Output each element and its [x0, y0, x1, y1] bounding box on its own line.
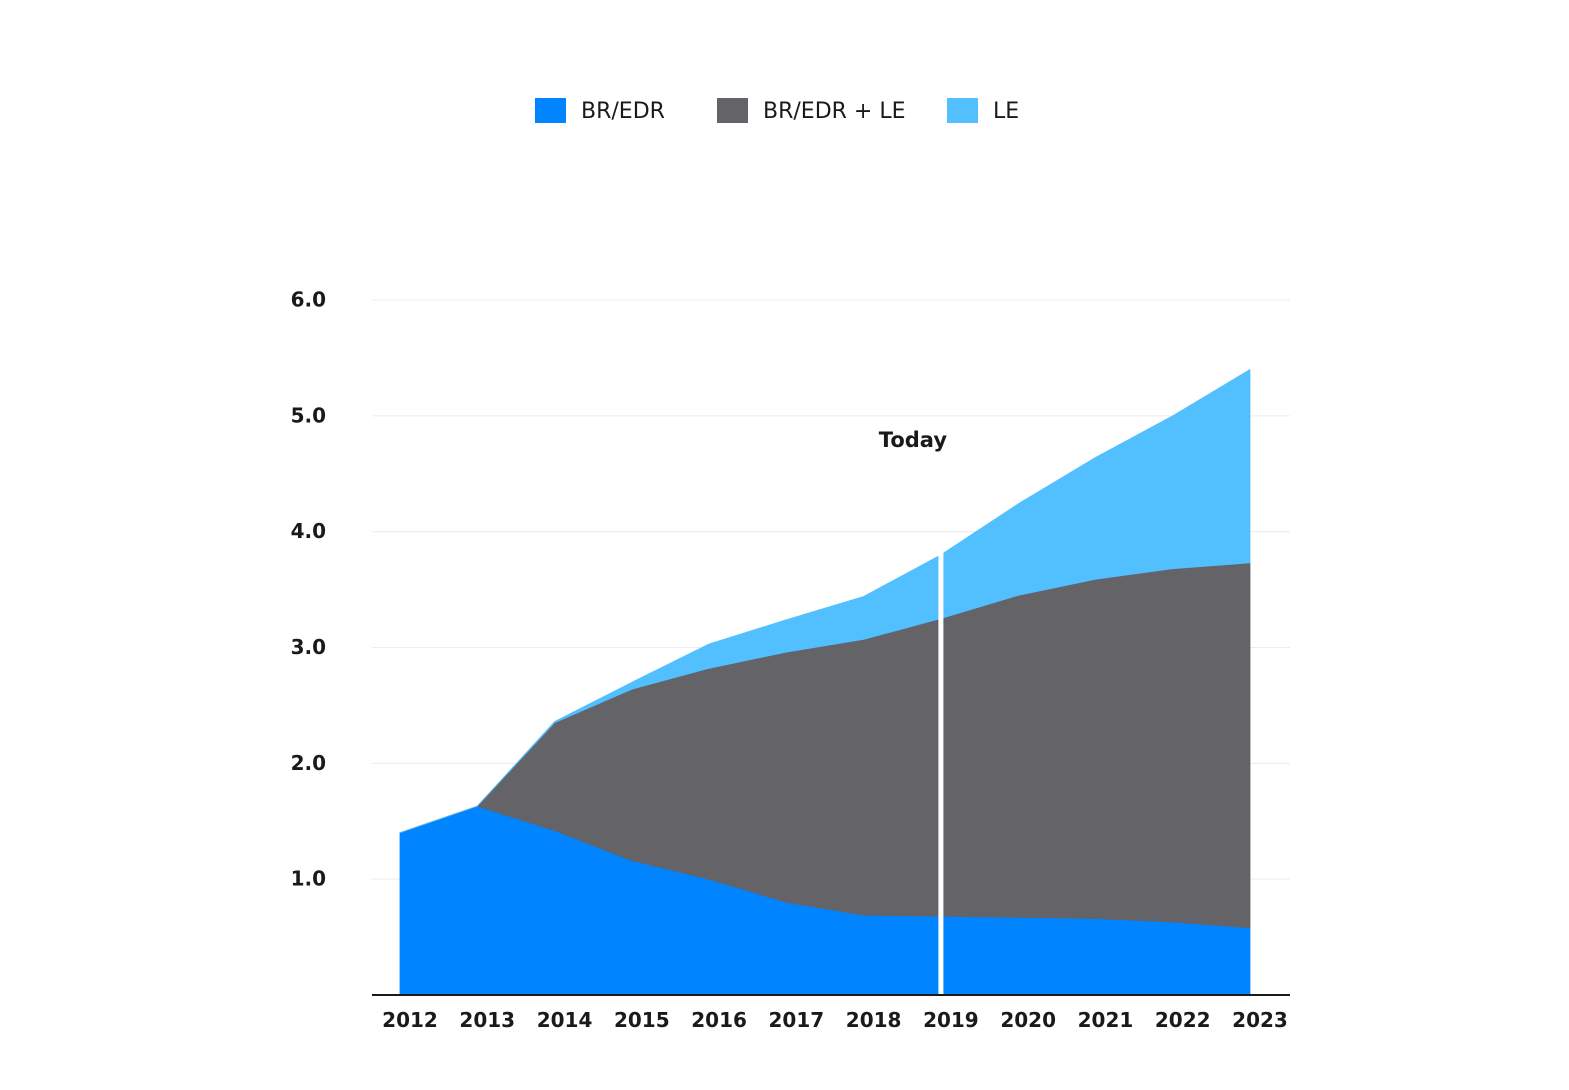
- x-tick-label-2023: 2023: [1232, 1008, 1288, 1032]
- legend-label-le: LE: [993, 99, 1019, 124]
- x-tick-label-2016: 2016: [691, 1008, 747, 1032]
- y-tick-label-4-0: 4.0: [291, 519, 326, 543]
- x-tick-label-2012: 2012: [382, 1008, 438, 1032]
- x-tick-label-2019: 2019: [923, 1008, 979, 1032]
- y-tick-label-6-0: 6.0: [291, 288, 326, 312]
- legend-swatch-br-edr: [535, 98, 566, 123]
- legend-swatch-le: [947, 98, 978, 123]
- x-tick-label-2014: 2014: [537, 1008, 593, 1032]
- legend-label-br-edr: BR/EDR: [581, 99, 665, 124]
- area-le: [399, 369, 1251, 834]
- x-tick-label-2018: 2018: [846, 1008, 902, 1032]
- x-tick-label-2020: 2020: [1000, 1008, 1056, 1032]
- legend-label-br-edr-le: BR/EDR + LE: [763, 99, 906, 124]
- annotation-today: Today: [879, 428, 948, 452]
- legend: BR/EDR BR/EDR + LE LE: [535, 98, 1019, 124]
- axes: 1.0 2.0 3.0 4.0 5.0 6.0 2012 2013 2014 2015 2016 20…: [291, 288, 1290, 1032]
- y-tick-label-1-0: 1.0: [291, 867, 326, 891]
- y-tick-label-2-0: 2.0: [291, 751, 326, 775]
- y-tick-label-5-0: 5.0: [291, 403, 326, 427]
- x-tick-label-2017: 2017: [769, 1008, 825, 1032]
- x-tick-label-2013: 2013: [459, 1008, 515, 1032]
- annotations: Today: [879, 428, 948, 995]
- series-areas: [399, 369, 1251, 996]
- x-tick-label-2022: 2022: [1155, 1008, 1211, 1032]
- x-tick-label-2021: 2021: [1078, 1008, 1134, 1032]
- y-tick-label-3-0: 3.0: [291, 635, 326, 659]
- legend-swatch-br-edr-le: [717, 98, 748, 123]
- x-tick-label-2015: 2015: [614, 1008, 670, 1032]
